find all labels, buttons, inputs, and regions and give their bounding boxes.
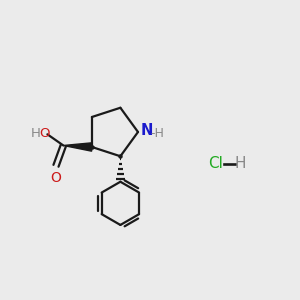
Text: Cl: Cl <box>208 156 224 171</box>
Text: O: O <box>50 171 61 185</box>
Text: N: N <box>140 123 153 138</box>
Polygon shape <box>63 143 92 151</box>
Text: -H: -H <box>150 127 164 140</box>
Text: H: H <box>235 156 246 171</box>
Text: O: O <box>39 127 50 140</box>
Text: H: H <box>31 127 41 140</box>
